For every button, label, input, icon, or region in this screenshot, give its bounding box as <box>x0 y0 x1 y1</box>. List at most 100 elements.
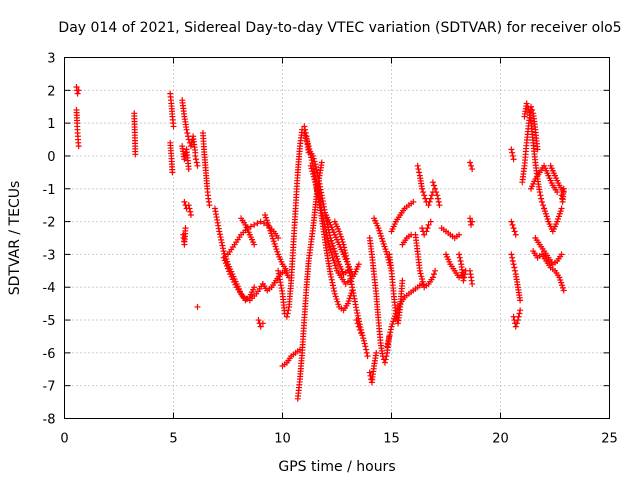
data-point <box>466 159 473 166</box>
data-point <box>314 187 321 194</box>
data-point <box>257 323 264 330</box>
data-point <box>382 356 389 363</box>
x-tick-label: 25 <box>601 432 618 447</box>
y-tick-label: 3 <box>47 52 55 67</box>
data-point <box>387 329 394 336</box>
data-point <box>187 208 194 215</box>
data-point <box>302 132 309 139</box>
data-point <box>228 273 235 280</box>
data-point <box>425 202 432 209</box>
y-tick-label: -7 <box>43 380 56 395</box>
data-point <box>329 254 336 261</box>
data-point <box>414 162 421 169</box>
data-point <box>555 213 562 220</box>
data-point <box>301 129 308 136</box>
data-point <box>222 260 229 267</box>
data-point <box>384 340 391 347</box>
data-point <box>216 228 223 235</box>
data-point <box>269 235 276 242</box>
data-point <box>268 230 275 237</box>
data-point <box>388 323 395 330</box>
data-point <box>421 231 428 238</box>
data-point <box>270 238 277 245</box>
data-point <box>560 287 567 294</box>
data-point <box>419 276 426 283</box>
data-point <box>317 201 324 208</box>
data-point <box>220 245 227 252</box>
data-point <box>266 225 273 232</box>
data-point <box>461 274 468 281</box>
data-point <box>74 90 81 97</box>
data-point <box>185 202 192 209</box>
data-point <box>536 189 543 196</box>
data-point <box>420 189 427 196</box>
data-point <box>301 123 308 130</box>
data-point <box>327 246 334 253</box>
data-point <box>560 185 567 192</box>
data-point <box>383 353 390 360</box>
y-tick-label: -2 <box>43 216 56 231</box>
data-point <box>302 126 309 133</box>
data-point <box>512 231 519 238</box>
data-point <box>334 256 341 263</box>
data-point <box>426 198 433 205</box>
x-tick-label: 0 <box>60 432 68 447</box>
data-point <box>331 259 338 266</box>
data-point <box>229 276 236 283</box>
data-point <box>356 326 363 333</box>
data-point <box>399 277 406 284</box>
data-point <box>283 313 290 320</box>
data-point <box>420 281 427 288</box>
plot-frame <box>64 57 610 419</box>
data-point <box>387 326 394 333</box>
data-point <box>232 281 239 288</box>
data-point <box>378 233 385 240</box>
data-point <box>337 233 344 240</box>
data-point <box>341 244 348 251</box>
data-point <box>328 276 335 283</box>
data-point <box>312 182 319 189</box>
y-tick-label: -1 <box>43 183 56 198</box>
data-point <box>331 287 338 294</box>
data-point <box>511 228 518 235</box>
data-point <box>319 210 326 217</box>
data-point <box>360 337 367 344</box>
data-point <box>514 317 521 324</box>
data-point <box>381 359 388 366</box>
data-point <box>335 301 342 308</box>
data-point <box>554 218 561 225</box>
data-point <box>511 264 518 271</box>
data-point <box>343 255 350 262</box>
data-point <box>251 241 258 248</box>
data-point <box>333 265 340 272</box>
data-point <box>355 261 362 268</box>
data-point <box>221 257 228 264</box>
y-tick-label: 0 <box>47 150 55 165</box>
data-point <box>247 223 254 230</box>
data-point <box>336 228 343 235</box>
data-point <box>344 300 351 307</box>
data-point <box>456 254 463 261</box>
data-point <box>515 313 522 320</box>
data-point <box>322 224 329 231</box>
x-tick-label: 5 <box>169 432 177 447</box>
data-point <box>435 198 442 205</box>
data-point <box>231 278 238 285</box>
data-point <box>330 245 337 252</box>
data-point <box>558 279 565 286</box>
data-point <box>187 212 194 219</box>
data-point <box>303 137 310 144</box>
data-point <box>513 320 520 327</box>
data-point <box>75 87 82 94</box>
data-point <box>469 218 476 225</box>
data-point <box>508 218 515 225</box>
data-point <box>271 240 278 247</box>
data-point <box>321 221 328 228</box>
data-point <box>384 343 391 350</box>
data-point <box>360 335 367 342</box>
data-point <box>375 225 382 232</box>
data-point <box>303 135 310 142</box>
data-point <box>185 133 192 140</box>
data-point <box>318 159 325 166</box>
data-point <box>182 225 189 232</box>
